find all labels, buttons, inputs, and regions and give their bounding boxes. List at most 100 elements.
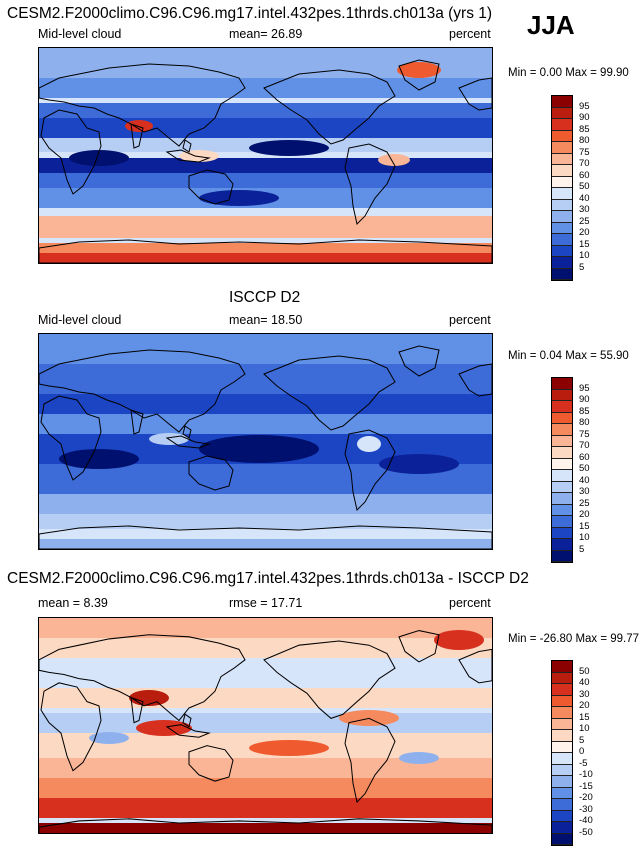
panel-2-variable-label: Mid-level cloud (38, 313, 122, 327)
colorbar-swatch (552, 119, 572, 131)
colorbar-swatch (552, 96, 572, 108)
panel-2-units-label: percent (449, 313, 491, 327)
colorbar-tick-label: 10 (579, 250, 590, 261)
colorbar-tick-label: -15 (579, 780, 593, 792)
colorbar-swatch (552, 222, 572, 234)
colorbar-swatch (552, 504, 572, 516)
panel-1-map (38, 47, 493, 264)
colorbar-tick-label: 50 (579, 181, 590, 192)
colorbar-tick-label: 85 (579, 123, 590, 135)
panel-3-mean-label: mean = 8.39 (38, 596, 108, 610)
colorbar-swatch (552, 211, 572, 223)
panel-3-minmax: Min = -26.80 Max = 99.77 (508, 633, 640, 645)
colorbar-tick-label: 75 (579, 428, 590, 440)
colorbar-swatch (552, 718, 572, 730)
colorbar-swatch (552, 684, 572, 696)
colorbar-swatch (552, 245, 572, 257)
colorbar-tick-label: 40 (579, 677, 590, 688)
colorbar-tick-label: 30 (579, 688, 590, 700)
colorbar-tick-label: 25 (579, 497, 590, 509)
colorbar-swatch (552, 458, 572, 470)
colorbar-swatch (552, 234, 572, 246)
colorbar-swatch (552, 424, 572, 436)
colorbar-swatch (552, 268, 572, 280)
colorbar-swatch (552, 142, 572, 154)
colorbar-tick-label: -30 (579, 803, 593, 815)
panel-1-title: CESM2.F2000climo.C96.C96.mg17.intel.432p… (7, 5, 493, 22)
colorbar-tick-label: 50 (579, 463, 590, 474)
colorbar-tick-label: 5 (579, 734, 585, 746)
colorbar-tick-label: 90 (579, 394, 590, 405)
colorbar-swatch (552, 741, 572, 753)
colorbar-swatch (552, 822, 572, 834)
colorbar-tick-label: 5 (579, 261, 585, 273)
colorbar-tick-label: 15 (579, 711, 590, 723)
panel-1-units-label: percent (449, 27, 491, 41)
colorbar-tick-label: 10 (579, 723, 590, 734)
colorbar-swatch (552, 695, 572, 707)
colorbar-swatch (552, 810, 572, 822)
colorbar-swatch (552, 833, 572, 845)
panel-2-title: ISCCP D2 (229, 289, 301, 306)
panel-1-minmax: Min = 0.00 Max = 99.90 (508, 67, 629, 79)
colorbar-tick-label: 60 (579, 169, 590, 181)
colorbar-tick-label: 60 (579, 451, 590, 463)
colorbar-tick-label: 30 (579, 486, 590, 497)
panel-2-mean-label: mean= 18.50 (229, 313, 303, 327)
panel-2-minmax: Min = 0.04 Max = 55.90 (508, 350, 629, 362)
colorbar-tick-label: 20 (579, 509, 590, 520)
panel-1-variable-label: Mid-level cloud (38, 27, 122, 41)
colorbar-swatch (552, 764, 572, 776)
colorbar-swatch (552, 776, 572, 788)
panel-3-colorbar (551, 660, 573, 846)
colorbar-swatch (552, 176, 572, 188)
panel-2-map (38, 333, 493, 550)
colorbar-swatch (552, 527, 572, 539)
colorbar-tick-label: 50 (579, 665, 590, 677)
panel-3-map-svg (39, 618, 492, 833)
colorbar-tick-label: 95 (579, 382, 590, 394)
colorbar-tick-label: 85 (579, 405, 590, 417)
colorbar-tick-label: 70 (579, 158, 590, 169)
colorbar-tick-label: 0 (579, 746, 585, 757)
season-label: JJA (527, 10, 575, 40)
colorbar-swatch (552, 661, 572, 673)
colorbar-tick-label: 40 (579, 474, 590, 486)
colorbar-swatch (552, 257, 572, 269)
panel-3-units-label: percent (449, 596, 491, 610)
colorbar-swatch (552, 447, 572, 459)
panel-1-mean-label: mean= 26.89 (229, 27, 303, 41)
colorbar-swatch (552, 707, 572, 719)
colorbar-swatch (552, 539, 572, 551)
colorbar-swatch (552, 188, 572, 200)
colorbar-swatch (552, 516, 572, 528)
colorbar-swatch (552, 787, 572, 799)
colorbar-swatch (552, 378, 572, 390)
panel-2-map-svg (39, 334, 492, 549)
colorbar-swatch (552, 389, 572, 401)
colorbar-swatch (552, 153, 572, 165)
colorbar-tick-label: -10 (579, 769, 593, 780)
colorbar-swatch (552, 435, 572, 447)
colorbar-tick-label: 20 (579, 227, 590, 238)
colorbar-tick-label: -50 (579, 826, 593, 838)
colorbar-tick-label: -5 (579, 757, 588, 769)
panel-1-colorbar (551, 95, 573, 281)
colorbar-swatch (552, 672, 572, 684)
colorbar-tick-label: 20 (579, 700, 590, 711)
colorbar-tick-label: 75 (579, 146, 590, 158)
colorbar-swatch (552, 130, 572, 142)
colorbar-swatch (552, 481, 572, 493)
colorbar-swatch (552, 799, 572, 811)
panel-2-colorbar (551, 377, 573, 563)
colorbar-swatch (552, 401, 572, 413)
colorbar-tick-label: 30 (579, 204, 590, 215)
colorbar-tick-label: 5 (579, 543, 585, 555)
panel-3-map (38, 617, 493, 834)
colorbar-tick-label: -40 (579, 815, 593, 826)
panel-1-map-svg (39, 48, 492, 263)
colorbar-swatch (552, 550, 572, 562)
colorbar-swatch (552, 730, 572, 742)
colorbar-tick-label: -20 (579, 792, 593, 803)
colorbar-tick-label: 25 (579, 215, 590, 227)
